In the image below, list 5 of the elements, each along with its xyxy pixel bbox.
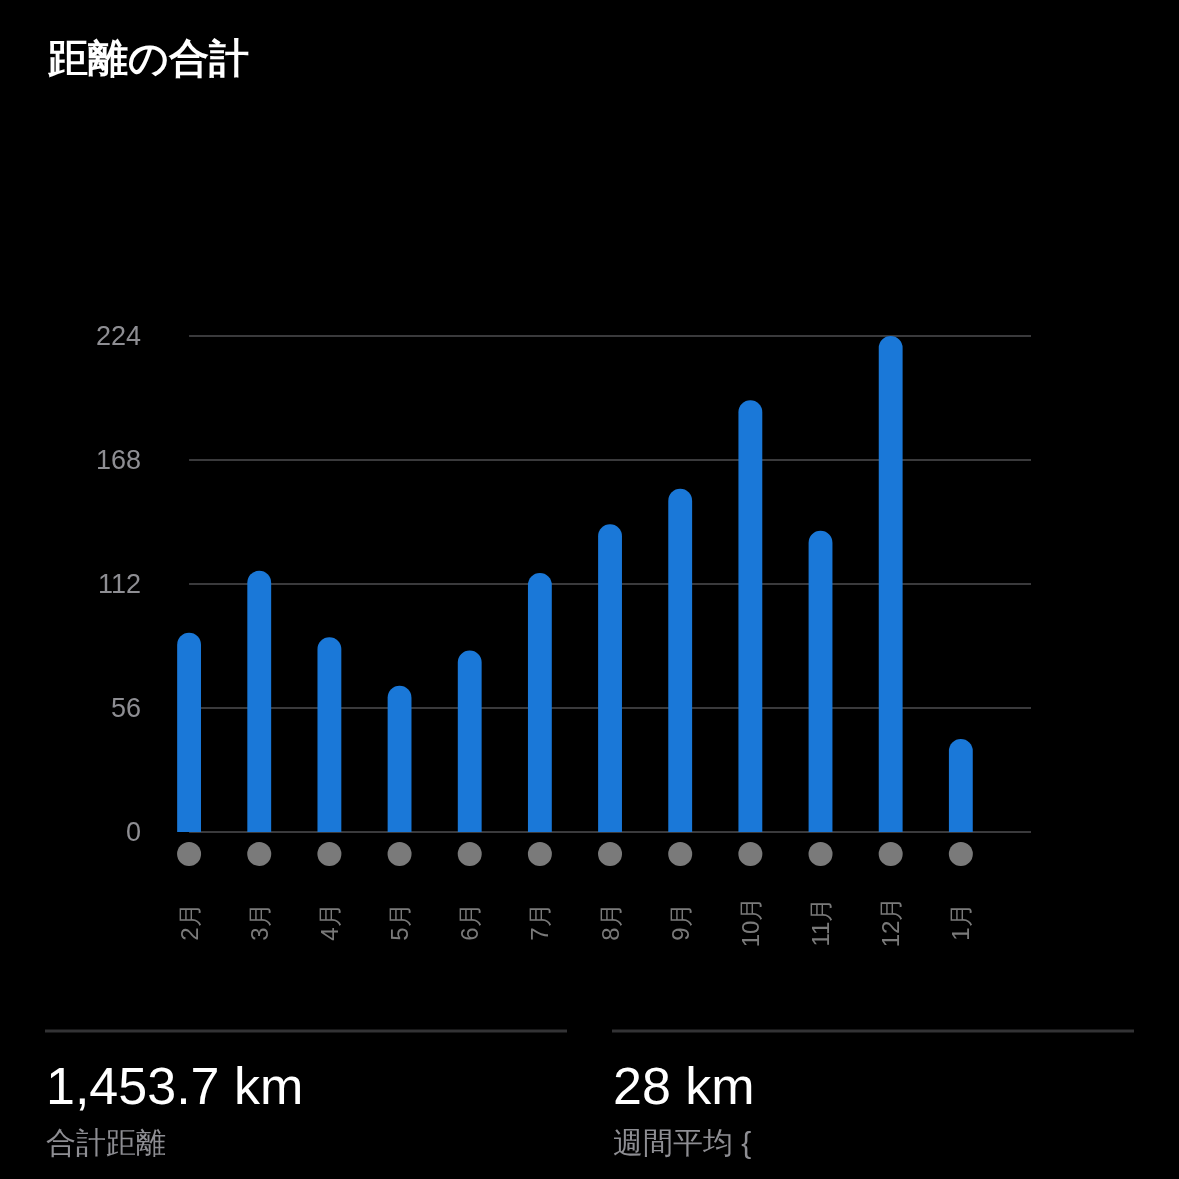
title: 距離の合計	[48, 36, 249, 80]
annotation: 合計距離	[46, 1126, 166, 1159]
annotation: 1,453.7 km	[46, 1057, 304, 1115]
annotation: 週間平均 {	[613, 1126, 752, 1159]
annotation: 28 km	[613, 1057, 755, 1115]
